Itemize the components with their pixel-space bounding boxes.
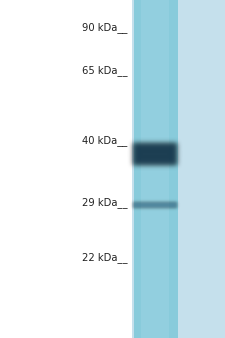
Bar <box>132 0 225 338</box>
Text: 40 kDa__: 40 kDa__ <box>82 135 127 146</box>
Text: 90 kDa__: 90 kDa__ <box>82 22 127 33</box>
Text: 29 kDa__: 29 kDa__ <box>82 197 127 208</box>
Text: 22 kDa__: 22 kDa__ <box>82 252 127 263</box>
Text: 65 kDa__: 65 kDa__ <box>82 65 127 76</box>
Bar <box>134 0 178 338</box>
Bar <box>141 0 169 338</box>
